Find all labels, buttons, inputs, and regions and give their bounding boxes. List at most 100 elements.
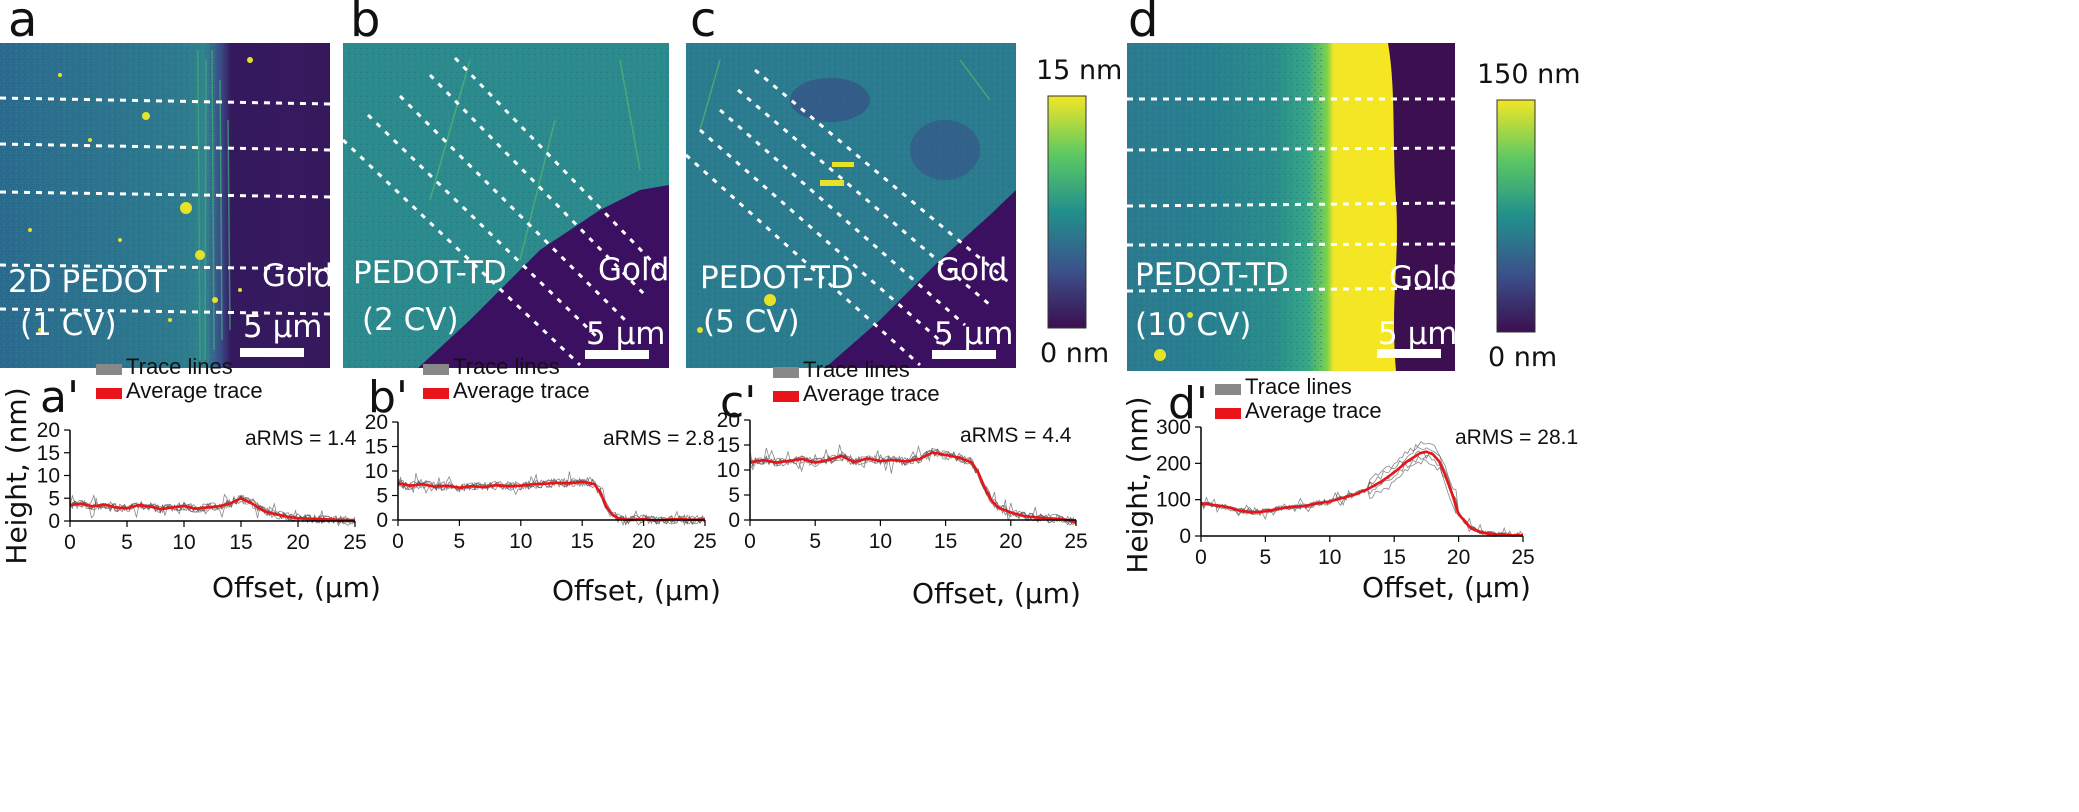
trace-line: [69, 496, 356, 527]
y-tick-label: 5: [728, 484, 740, 507]
y-tick-label: 5: [48, 487, 60, 510]
colorbar-15nm-max: 15 nm: [1036, 55, 1122, 86]
legend-swatch-average-trace: [1215, 408, 1241, 419]
x-tick-label: 15: [571, 530, 594, 553]
region-label-left-c: PEDOT-TD: [700, 260, 854, 296]
x-tick-label: 10: [509, 530, 532, 553]
legend-swatch-trace-lines: [96, 364, 122, 375]
y-axis-label: Height, (nm): [1121, 396, 1154, 573]
panel-c: c PEDOT-TD (5 CV) Gold: [686, 0, 1016, 368]
legend-label-average-trace: Average trace: [1245, 398, 1382, 423]
x-tick-label: 15: [934, 530, 957, 553]
trace-line: [749, 447, 1077, 524]
trace-line: [397, 476, 706, 527]
y-tick-label: 0: [728, 509, 740, 532]
region-label-left-b: PEDOT-TD: [353, 255, 507, 291]
region-label-right-c: Gold: [936, 252, 1007, 288]
trace-line: [69, 494, 356, 527]
average-trace-line: [749, 451, 1077, 524]
x-tick-label: 5: [1260, 546, 1272, 569]
x-tick-label: 10: [172, 531, 195, 554]
legend-swatch-average-trace: [96, 388, 122, 399]
x-axis-label: Offset, (µm): [552, 574, 721, 607]
afm-image-a: [0, 43, 330, 368]
y-tick-label: 10: [37, 465, 60, 488]
colorbar-150nm: 150 nm 0 nm: [1477, 59, 1581, 373]
region-label-left2-b: (2 CV): [362, 302, 459, 338]
x-tick-label: 15: [1383, 546, 1406, 569]
region-label-right-a: Gold: [262, 258, 333, 294]
x-tick-label: 20: [632, 530, 655, 553]
x-axis-label: Offset, (µm): [1362, 571, 1531, 604]
chart-panel-label: a': [40, 372, 79, 423]
y-tick-label: 300: [1156, 416, 1191, 439]
scale-bar-label-b: 5 µm: [586, 316, 666, 352]
colorbar-15nm: 15 nm 0 nm: [1036, 55, 1122, 369]
x-tick-label: 10: [1318, 546, 1341, 569]
y-tick-label: 0: [376, 509, 388, 532]
arms-annotation: aRMS = 4.4: [960, 424, 1072, 447]
colorbar-150nm-min: 0 nm: [1488, 342, 1557, 373]
legend-swatch-trace-lines: [773, 367, 799, 378]
legend-swatch-average-trace: [423, 388, 449, 399]
region-label-right-d: Gold: [1389, 260, 1460, 296]
panel-b: b PEDOT-TD (2 CV) Gold 5 µm: [343, 0, 669, 368]
panel-a: a 2D PED: [0, 0, 333, 368]
scale-bar-label-a: 5 µm: [243, 309, 323, 345]
x-tick-label: 25: [343, 531, 366, 554]
x-tick-label: 25: [1064, 530, 1087, 553]
x-tick-label: 0: [744, 530, 756, 553]
y-tick-label: 15: [717, 434, 740, 457]
x-tick-label: 5: [454, 530, 466, 553]
scale-bar-c: [932, 350, 996, 359]
average-trace-line: [69, 497, 355, 522]
y-tick-label: 200: [1156, 452, 1191, 475]
legend-label-trace-lines: Trace lines: [126, 354, 233, 379]
x-axis-label: Offset, (µm): [912, 577, 1081, 610]
region-label-left-a: 2D PEDOT: [8, 264, 168, 300]
chart-panel-label: d': [1168, 378, 1208, 429]
panel-label-c: c: [690, 0, 716, 48]
x-tick-label: 10: [869, 530, 892, 553]
arms-annotation: aRMS = 28.1: [1455, 426, 1578, 449]
x-tick-label: 20: [999, 530, 1022, 553]
x-tick-label: 5: [121, 531, 133, 554]
scale-bar-label-c: 5 µm: [934, 316, 1014, 352]
trace-line: [1200, 441, 1524, 537]
scale-bar-a: [240, 348, 304, 357]
x-tick-label: 20: [1447, 546, 1470, 569]
x-tick-label: 15: [229, 531, 252, 554]
trace-lines-c: [686, 68, 1013, 367]
y-tick-label: 15: [365, 436, 388, 459]
scale-bar-label-d: 5 µm: [1378, 316, 1458, 352]
trace-line: [1200, 455, 1524, 538]
trace-line: [1200, 458, 1524, 538]
colorbar-15nm-min: 0 nm: [1040, 338, 1109, 369]
y-tick-label: 0: [48, 510, 60, 533]
y-tick-label: 100: [1156, 489, 1191, 512]
legend-swatch-trace-lines: [1215, 384, 1241, 395]
panel-label-b: b: [350, 0, 380, 48]
legend-label-trace-lines: Trace lines: [1245, 374, 1352, 399]
region-label-left2-a: (1 CV): [20, 307, 117, 343]
y-tick-label: 0: [1179, 525, 1191, 548]
region-label-right-b: Gold: [598, 252, 669, 288]
panel-d: d PEDOT-TD (10 CV) Gold 5 µm: [1127, 0, 1460, 371]
region-label-left2-c: (5 CV): [703, 304, 800, 340]
region-label-left2-d: (10 CV): [1135, 307, 1251, 343]
average-trace-line: [1200, 450, 1523, 537]
colorbar-15nm-scale: [1047, 95, 1087, 329]
x-tick-label: 25: [1511, 546, 1534, 569]
x-tick-label: 25: [693, 530, 716, 553]
x-tick-label: 0: [64, 531, 76, 554]
arms-annotation: aRMS = 2.8: [603, 427, 714, 450]
afm-image-d: [1127, 43, 1455, 371]
x-tick-label: 20: [286, 531, 309, 554]
legend-label-average-trace: Average trace: [803, 381, 940, 406]
chart-panel-label: c': [720, 377, 756, 428]
y-tick-label: 5: [376, 485, 388, 508]
legend-swatch-trace-lines: [423, 364, 449, 375]
